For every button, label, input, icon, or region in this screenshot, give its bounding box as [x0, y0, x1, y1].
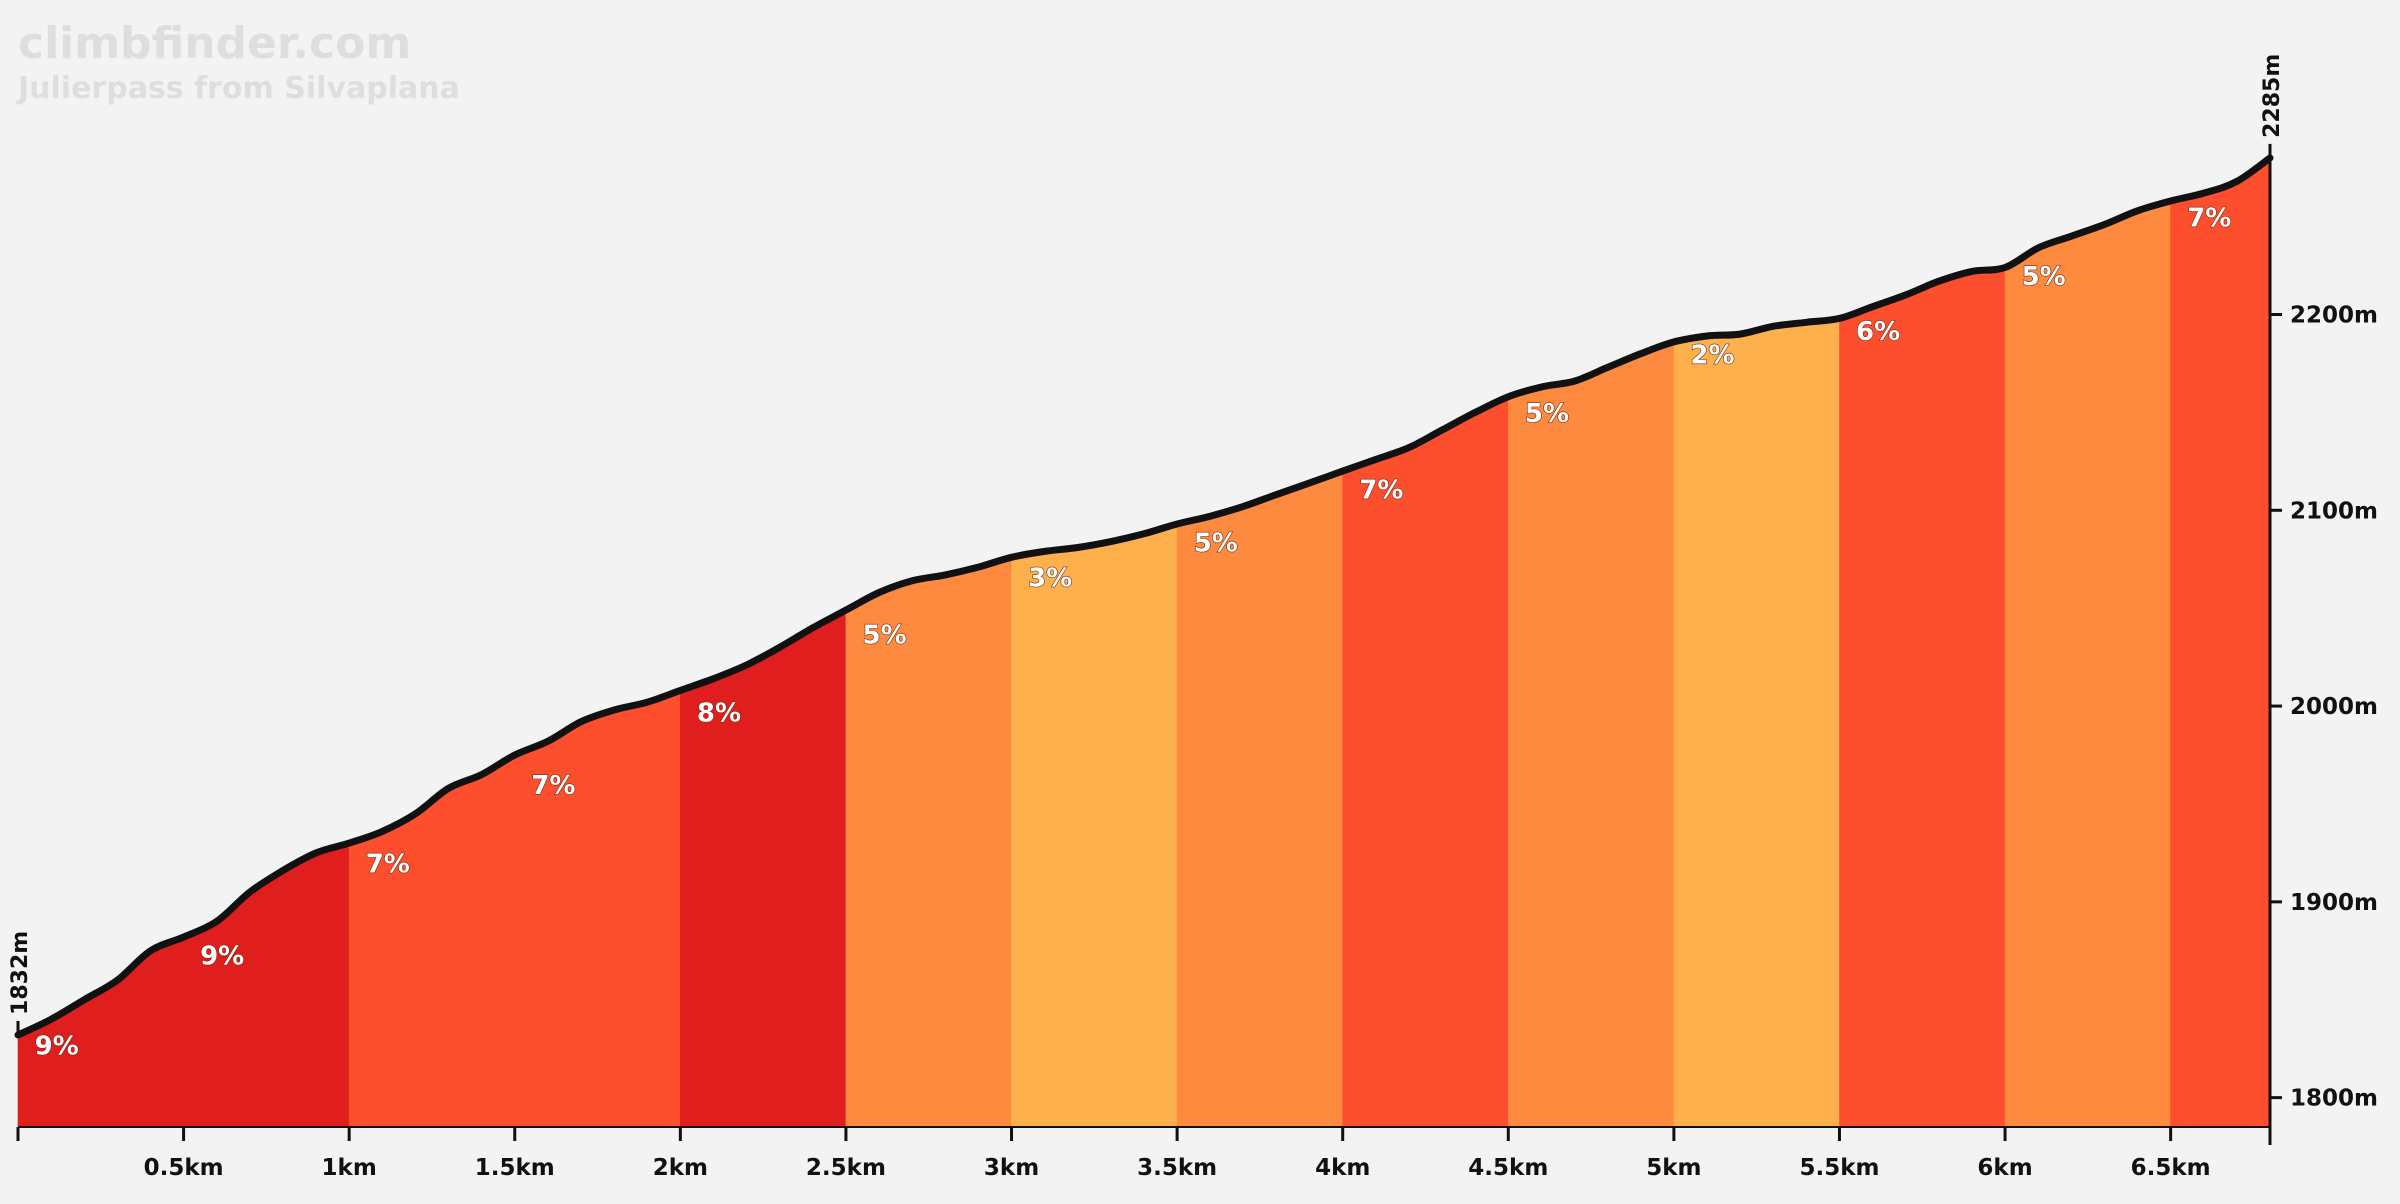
x-tick-label-8: 4km — [1315, 1155, 1370, 1181]
profile-line-group — [14, 154, 2274, 1039]
segment-fill-1 — [17, 842, 350, 1128]
grade-label-1: 9% — [35, 1032, 79, 1062]
axes: 0.5km 1km 1.5km 2km 2.5km 3km 3.5km 4km 4.5km 5km… — [8, 54, 2378, 1181]
y-tick-label-2: 1900m — [2290, 890, 2378, 916]
grade-label-3: 7% — [366, 850, 410, 880]
grade-label-9: 7% — [1359, 476, 1403, 506]
x-tick-label-2: 1km — [322, 1155, 377, 1181]
x-tick-label-13: 6.5km — [2131, 1155, 2211, 1181]
x-tick-label-6: 3km — [984, 1155, 1039, 1181]
segment-fill-8 — [1508, 341, 1675, 1128]
x-tick-label-1: 0.5km — [144, 1155, 224, 1181]
segment-fill-7 — [1342, 396, 1509, 1128]
segment-fills — [17, 157, 2271, 1128]
chart-subtitle: Julierpass from Silvaplana — [16, 71, 460, 106]
grade-label-14: 7% — [2187, 203, 2231, 233]
segment-fill-12 — [2170, 157, 2271, 1128]
brand-title: climbfinder.com — [18, 18, 411, 69]
end-elevation-label: 2285m — [2260, 54, 2285, 138]
y-tick-label-1: 1800m — [2290, 1086, 2378, 1112]
x-tick-label-7: 3.5km — [1137, 1155, 1217, 1181]
segment-fill-6 — [1176, 470, 1343, 1128]
grade-label-5: 8% — [697, 699, 741, 729]
grade-label-7: 3% — [1028, 564, 1072, 594]
y-tick-label-5: 2200m — [2290, 303, 2378, 329]
start-elevation-label: 1832m — [8, 931, 33, 1015]
x-tick-label-3: 1.5km — [475, 1155, 555, 1181]
grade-label-12: 6% — [1856, 317, 1900, 347]
grade-label-10: 5% — [1525, 399, 1569, 429]
grade-label-6: 5% — [863, 620, 907, 650]
segment-fill-9 — [1673, 318, 1840, 1128]
segment-fill-3 — [680, 609, 847, 1128]
grade-label-11: 2% — [1690, 341, 1734, 371]
segment-fill-11 — [2004, 200, 2171, 1128]
x-tick-label-11: 5.5km — [1799, 1155, 1879, 1181]
x-tick-label-12: 6km — [1977, 1155, 2032, 1181]
grade-label-8: 5% — [1194, 528, 1238, 558]
segment-fill-5 — [1011, 523, 1178, 1128]
y-tick-label-3: 2000m — [2290, 694, 2378, 720]
profile-line — [14, 154, 2274, 1039]
x-tick-label-10: 5km — [1646, 1155, 1701, 1181]
y-tick-label-4: 2100m — [2290, 498, 2378, 524]
x-tick-label-5: 2.5km — [806, 1155, 886, 1181]
grade-labels: 9% 9% 7% 7% 8% 5% 3% 5% 7% 5% 2% 6% 5% 7% — [34, 203, 2232, 1062]
segment-fill-10 — [1839, 267, 2006, 1128]
grade-label-13: 5% — [2022, 262, 2066, 292]
grade-label-2: 9% — [200, 942, 244, 972]
x-tick-label-9: 4.5km — [1468, 1155, 1548, 1181]
grade-label-4: 7% — [531, 771, 575, 801]
x-tick-label-4: 2km — [653, 1155, 708, 1181]
